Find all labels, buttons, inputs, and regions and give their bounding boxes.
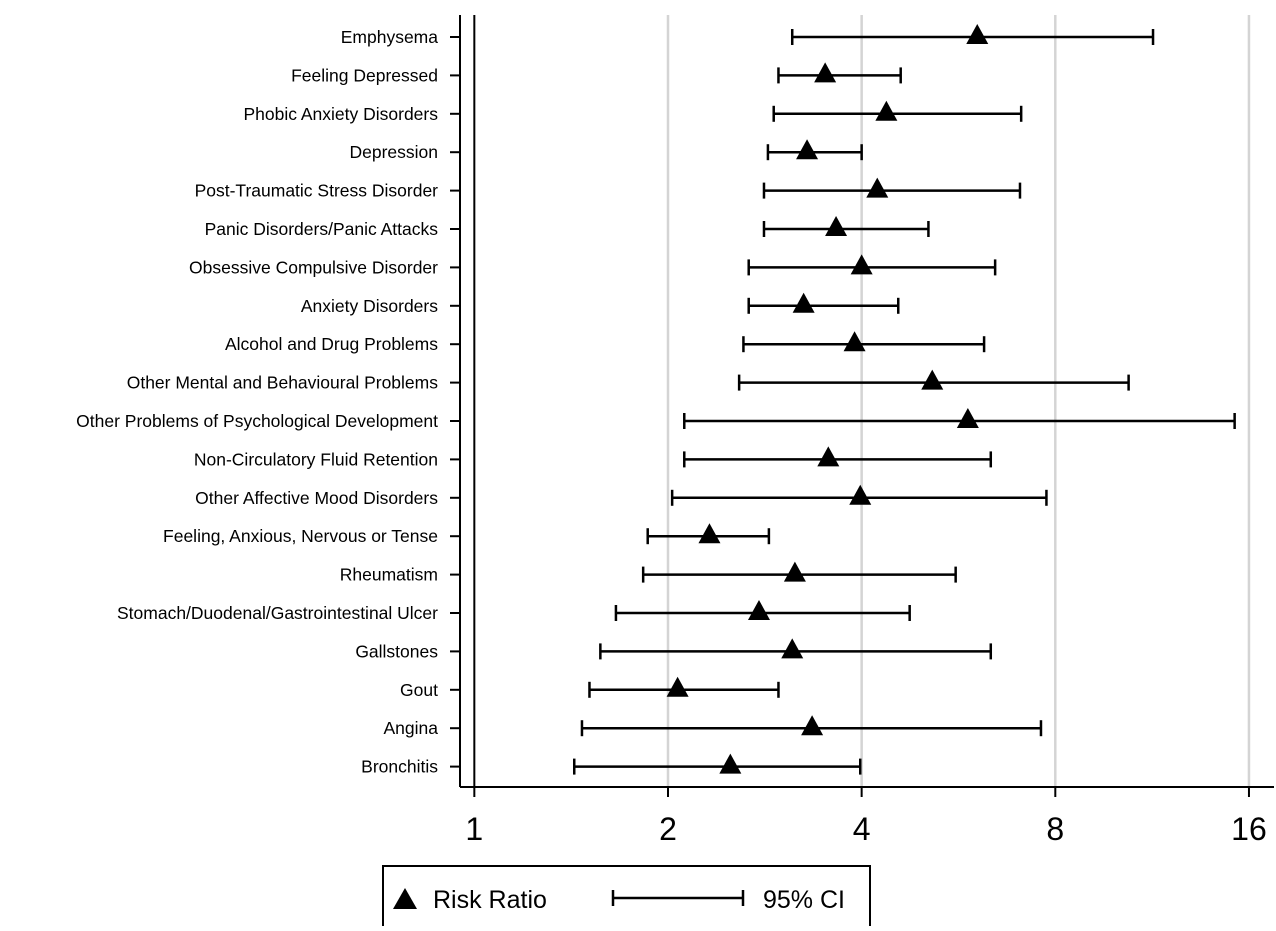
y-tick-label: Other Problems of Psychological Developm… [76,411,438,431]
risk-ratio-marker [866,177,889,198]
risk-ratio-marker [666,676,689,697]
risk-ratio-marker [875,100,898,121]
risk-ratio-marker [956,408,979,428]
y-tick-label: Feeling Depressed [291,65,438,85]
point-layer [666,24,989,774]
y-tick-label: Angina [384,718,439,738]
y-tick-label: Bronchitis [361,757,438,777]
risk-ratio-marker [698,523,721,544]
x-tick-layer: 1 2 4 8 16 [465,787,1267,847]
legend: Risk Ratio 95% CI [382,865,871,931]
risk-ratio-marker [817,446,840,467]
risk-ratio-marker [747,600,770,620]
y-tick-label: Gout [400,680,438,700]
grid-layer [473,15,1251,787]
y-tick-label: Rheumatism [340,565,438,585]
y-tick-label: Anxiety Disorders [301,296,438,316]
y-tick-label: Other Mental and Behavioural Problems [127,373,439,393]
x-tick-label-8: 8 [1046,811,1064,847]
y-tick-label: Other Affective Mood Disorders [195,488,438,508]
risk-ratio-marker [814,62,837,83]
risk-ratio-marker [825,216,848,236]
y-tick-label: Post-Traumatic Stress Disorder [195,181,439,201]
axes-layer [459,15,1274,788]
risk-ratio-marker [783,561,806,582]
risk-ratio-marker [719,753,742,774]
y-tick-label: Non-Circulatory Fluid Retention [194,449,438,469]
risk-ratio-marker [849,484,872,505]
y-tick-label: Panic Disorders/Panic Attacks [205,219,439,239]
x-tick-label-1: 1 [465,811,483,847]
legend-label-risk-ratio: Risk Ratio [433,886,547,914]
y-tick-label: Phobic Anxiety Disorders [243,104,438,124]
risk-ratio-marker [801,715,824,736]
risk-ratio-marker [921,369,944,390]
y-tick-label: Depression [349,142,438,162]
legend-label-ci: 95% CI [763,886,845,914]
y-tick-label: Stomach/Duodenal/Gastrointestinal Ulcer [117,603,438,623]
risk-ratio-marker [781,638,804,659]
y-tick-label: Emphysema [341,27,439,47]
y-tick-layer: Emphysema Feeling Depressed Phobic Anxiety… [76,27,460,777]
y-tick-label: Alcohol and Drug Problems [225,334,438,354]
y-tick-label: Gallstones [355,641,438,661]
x-tick-label-16: 16 [1231,811,1267,847]
risk-ratio-marker [843,331,866,352]
y-tick-label: Feeling, Anxious, Nervous or Tense [163,526,438,546]
risk-ratio-marker [796,139,819,160]
legend-triangle-icon [393,888,417,909]
risk-ratio-marker [850,254,873,275]
x-tick-label-2: 2 [659,811,677,847]
risk-ratio-marker [966,24,989,44]
ci-layer [573,29,1236,775]
x-tick-label-4: 4 [853,811,871,847]
risk-ratio-marker [792,292,815,313]
y-tick-label: Obsessive Compulsive Disorder [189,257,438,277]
